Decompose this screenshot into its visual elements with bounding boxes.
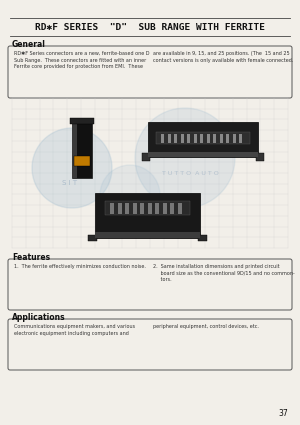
Circle shape xyxy=(32,128,112,208)
Bar xyxy=(161,134,164,143)
Bar xyxy=(206,134,209,143)
Text: 37: 37 xyxy=(278,409,288,418)
Text: S I T: S I T xyxy=(62,180,78,186)
Circle shape xyxy=(135,108,235,208)
Bar xyxy=(95,232,200,238)
Bar xyxy=(142,153,150,161)
Bar xyxy=(88,235,97,241)
Bar xyxy=(198,235,207,241)
Text: are available in 9, 15, and 25 positions. (The  15 and 25
contact versions is on: are available in 9, 15, and 25 positions… xyxy=(153,51,293,62)
Text: peripheral equipment, control devices, etc.: peripheral equipment, control devices, e… xyxy=(153,324,259,329)
Text: 1.  The ferrite effectively minimizes conduction noise.: 1. The ferrite effectively minimizes con… xyxy=(14,264,146,269)
Bar xyxy=(163,203,167,214)
Bar xyxy=(181,134,184,143)
Bar xyxy=(72,118,92,178)
Circle shape xyxy=(100,165,160,225)
Text: T U T T O  A U T O: T U T T O A U T O xyxy=(162,170,218,176)
Bar xyxy=(148,203,152,214)
Bar xyxy=(125,203,129,214)
Bar xyxy=(178,203,182,214)
Bar xyxy=(226,134,229,143)
Text: General: General xyxy=(12,40,46,48)
Bar xyxy=(156,132,250,144)
Bar xyxy=(220,134,223,143)
Text: Features: Features xyxy=(12,252,50,261)
Bar xyxy=(140,203,144,214)
Bar xyxy=(232,134,236,143)
Bar xyxy=(155,203,159,214)
Bar xyxy=(110,203,114,214)
Bar xyxy=(170,203,174,214)
Text: Applications: Applications xyxy=(12,312,66,321)
Text: 2.  Same installation dimensions and printed circuit
     board size as the conv: 2. Same installation dimensions and prin… xyxy=(153,264,295,282)
Bar xyxy=(70,118,94,124)
Bar xyxy=(174,134,177,143)
Bar xyxy=(167,134,170,143)
Text: RD✱F Series connectors are a new, ferrite-based one D
Sub Range.  These connecto: RD✱F Series connectors are a new, ferrit… xyxy=(14,51,149,69)
Bar xyxy=(187,134,190,143)
Bar xyxy=(194,134,196,143)
Bar xyxy=(95,193,200,238)
Bar xyxy=(133,203,136,214)
Bar xyxy=(200,134,203,143)
Bar xyxy=(256,153,264,161)
Bar xyxy=(148,122,258,157)
Bar xyxy=(213,134,216,143)
Bar xyxy=(72,118,77,178)
Bar xyxy=(239,134,242,143)
Bar xyxy=(118,203,122,214)
Bar xyxy=(148,152,258,157)
Bar xyxy=(105,201,190,215)
Bar xyxy=(74,156,90,166)
Text: RD✱F SERIES  "D"  SUB RANGE WITH FERRITE: RD✱F SERIES "D" SUB RANGE WITH FERRITE xyxy=(35,23,265,31)
Text: Communications equipment makers, and various
electronic equipment including comp: Communications equipment makers, and var… xyxy=(14,324,135,336)
